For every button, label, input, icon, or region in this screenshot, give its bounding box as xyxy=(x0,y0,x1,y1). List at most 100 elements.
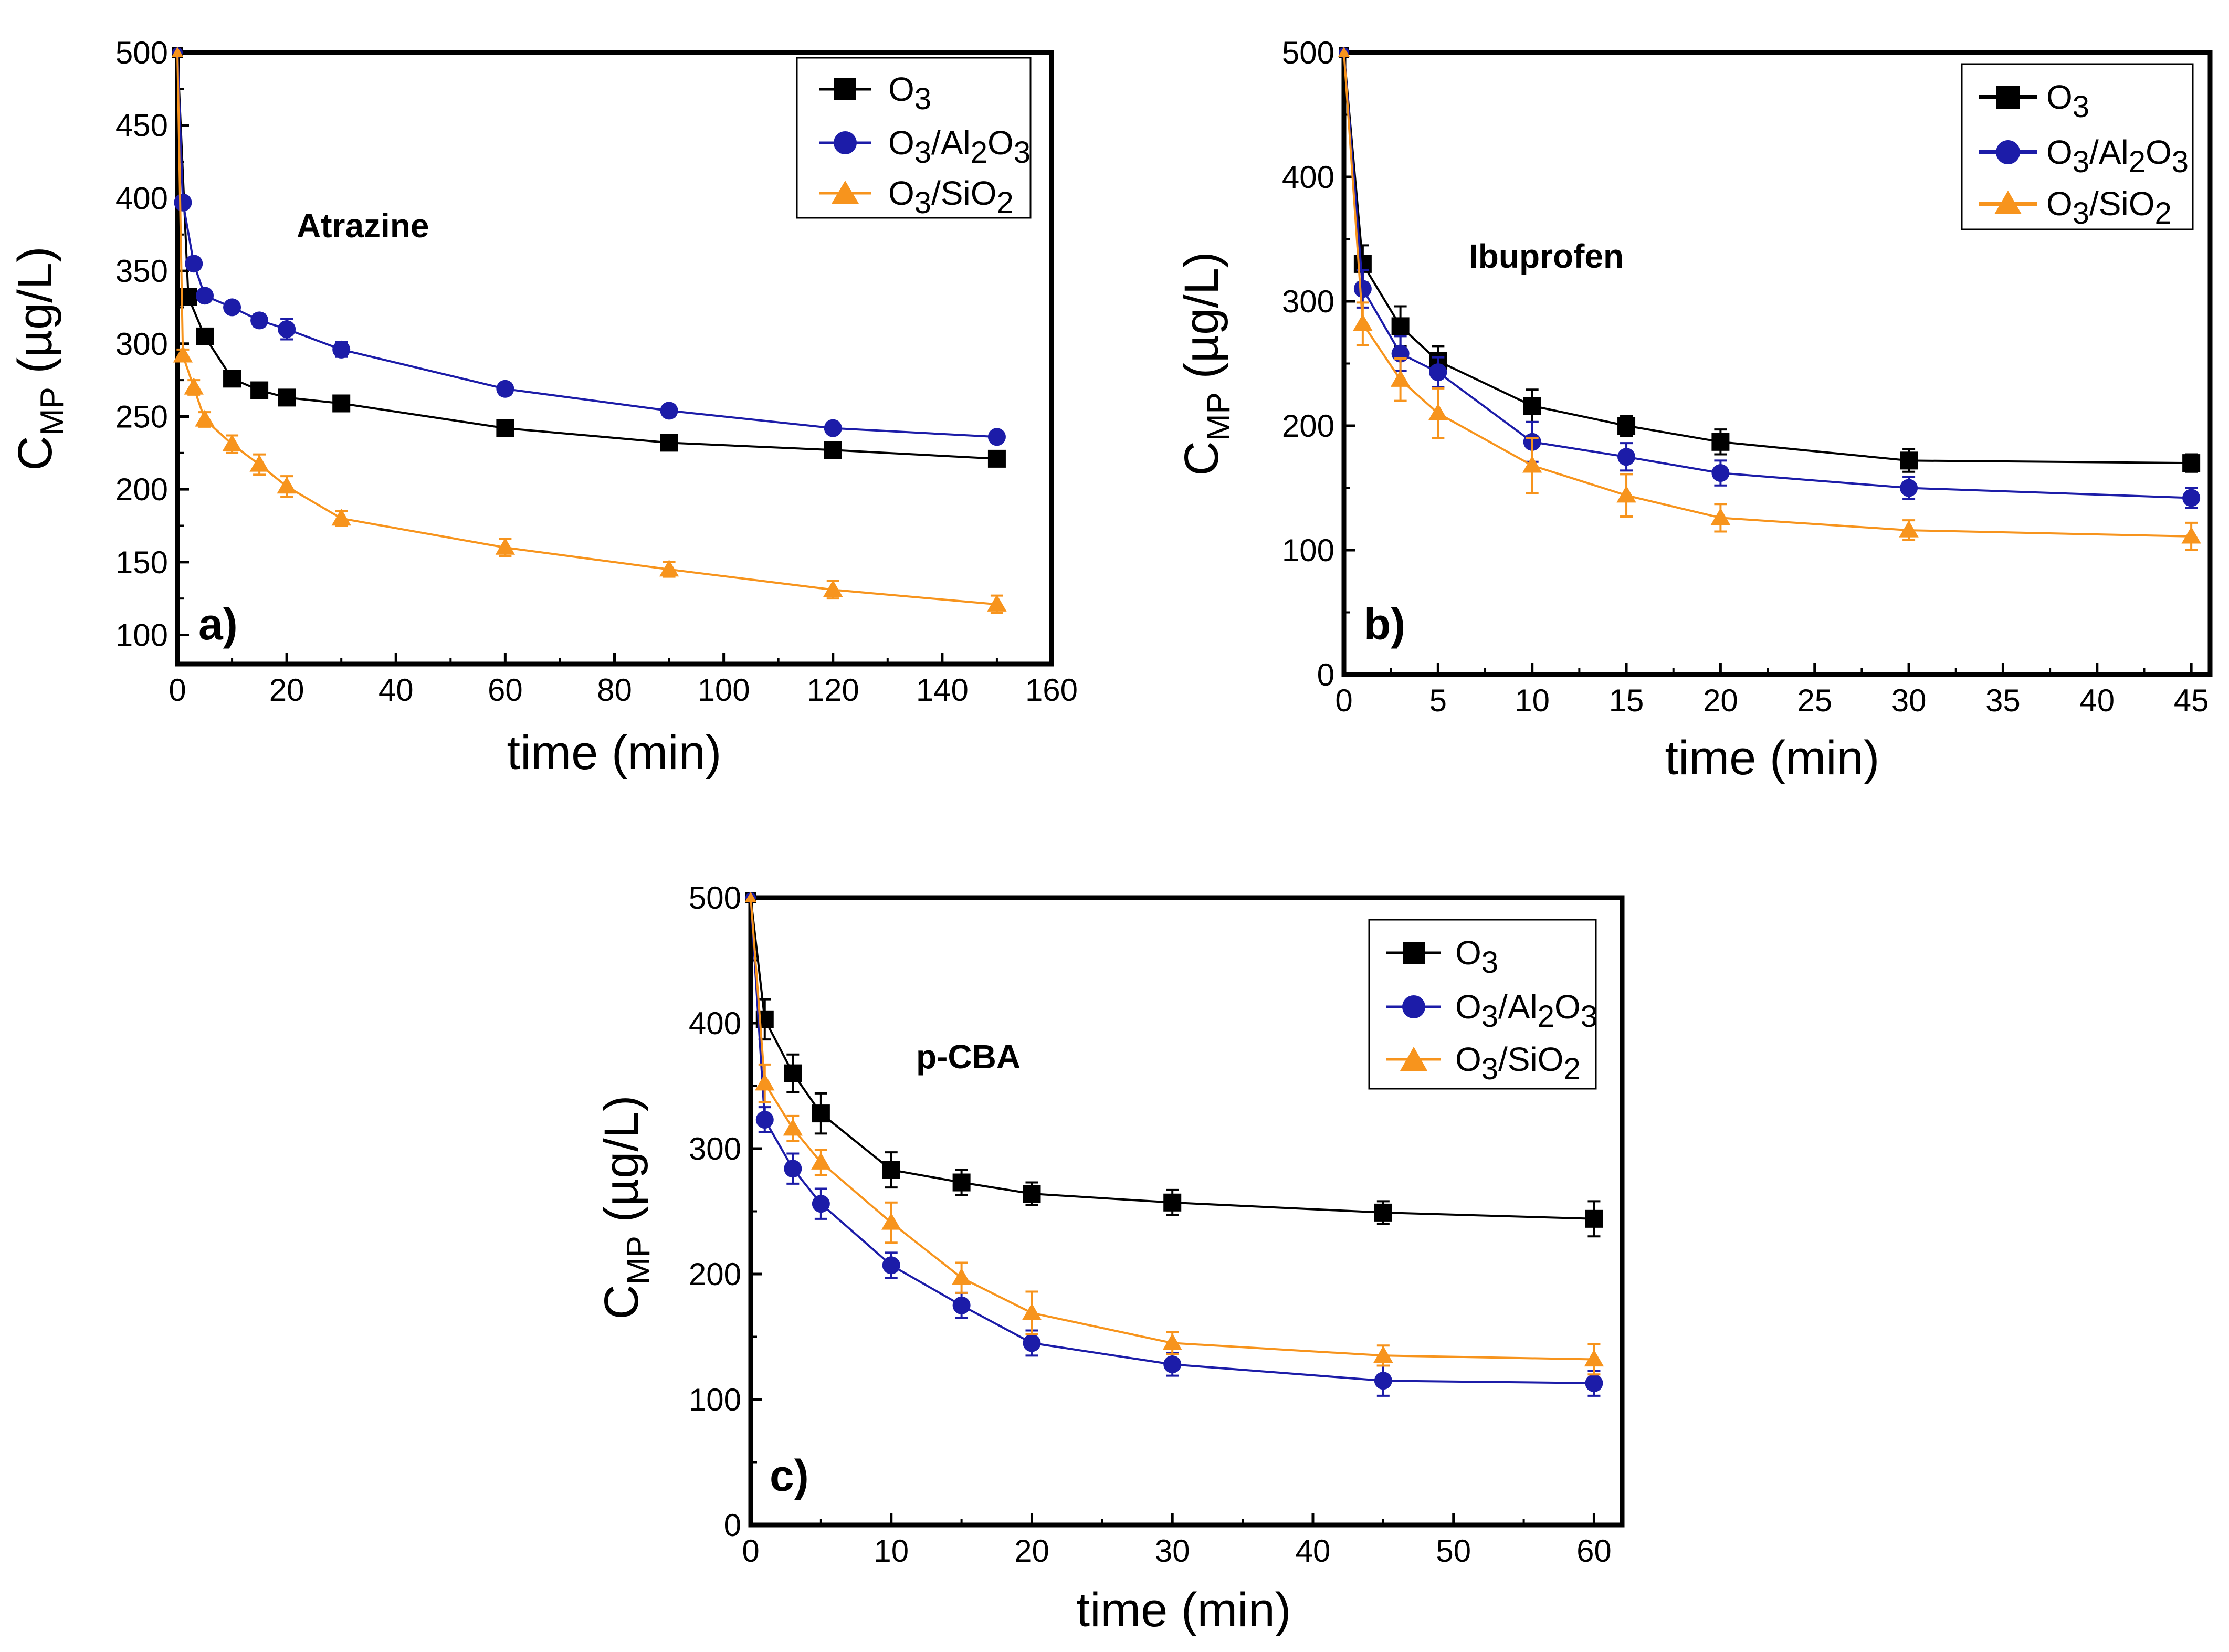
x-tick-label: 45 xyxy=(2174,683,2209,718)
leg-3: 3 xyxy=(914,186,931,220)
point-o3-al2o3 xyxy=(1023,1334,1041,1352)
point-o3-sio2 xyxy=(1710,508,1731,525)
point-o3-sio2 xyxy=(1616,486,1636,503)
legend-marker-al2o3 xyxy=(1996,140,2020,164)
x-tick-label: 10 xyxy=(874,1533,909,1569)
x-tick-label: 80 xyxy=(597,672,632,708)
point-o3-sio2 xyxy=(1373,1345,1393,1363)
point-o3-sio2 xyxy=(277,476,297,494)
leg-3: 3 xyxy=(2073,90,2089,124)
x-tick-label: 20 xyxy=(1014,1533,1049,1569)
point-o3-sio2 xyxy=(823,580,843,597)
point-o3-al2o3 xyxy=(1900,479,1918,497)
point-o3-al2o3 xyxy=(812,1195,830,1213)
point-o3-al2o3 xyxy=(250,311,269,330)
y-label-unit: (µg/L) xyxy=(8,246,62,387)
x-tick-label: 0 xyxy=(169,672,186,708)
point-o3-sio2 xyxy=(755,1074,775,1091)
y-tick-label: 200 xyxy=(1282,408,1334,444)
point-o3 xyxy=(2182,454,2201,472)
leg-o: O xyxy=(1455,934,1481,972)
legend-label-sio2: O3/SiO2 xyxy=(2046,185,2172,230)
leg-o: O xyxy=(888,124,914,162)
x-tick-label: 0 xyxy=(1335,683,1352,718)
leg-2: 2 xyxy=(997,186,1014,220)
y-tick-label: 250 xyxy=(115,399,168,434)
point-o3-sio2 xyxy=(1353,313,1373,331)
point-o3-al2o3 xyxy=(1163,1355,1182,1374)
leg-2: 2 xyxy=(2155,196,2172,230)
point-o3 xyxy=(1391,317,1410,335)
point-o3-al2o3 xyxy=(185,255,203,273)
series-line-o3-al2o3 xyxy=(176,52,997,438)
point-o3 xyxy=(223,370,241,388)
series-line-o3-al2o3 xyxy=(750,897,1594,1384)
y-tick-label: 0 xyxy=(724,1508,741,1543)
legend-marker-o3 xyxy=(834,78,856,100)
point-o3-sio2 xyxy=(1162,1333,1182,1351)
panel-label: c) xyxy=(770,1451,809,1500)
y-tick-label: 450 xyxy=(115,108,168,143)
legend-marker-al2o3 xyxy=(834,131,857,154)
point-o3 xyxy=(496,419,514,437)
y-tick-label: 100 xyxy=(1282,533,1334,568)
x-tick-label: 0 xyxy=(742,1533,759,1569)
y-tick-label: 500 xyxy=(1282,35,1334,70)
point-o3-al2o3 xyxy=(952,1296,971,1314)
point-o3-sio2 xyxy=(1390,370,1411,387)
legend: O3 O3/Al2O3 O3/SiO2 xyxy=(796,57,1032,220)
point-o3-sio2 xyxy=(173,345,193,363)
x-tick-label: 40 xyxy=(2079,683,2115,718)
point-o3 xyxy=(1900,451,1918,470)
point-o3-sio2 xyxy=(951,1268,972,1285)
leg-o2: O xyxy=(2146,133,2172,171)
y-tick-label: 400 xyxy=(115,181,168,216)
point-o3 xyxy=(196,327,214,345)
point-o3-al2o3 xyxy=(1617,448,1636,466)
y-label-main: C xyxy=(1175,441,1228,476)
y-label-sub: MP xyxy=(621,1236,657,1285)
x-tick-label: 35 xyxy=(1985,683,2021,718)
x-axis-label: time (min) xyxy=(1665,731,1880,785)
legend-marker-o3 xyxy=(1996,86,2020,109)
point-o3 xyxy=(784,1064,802,1082)
point-o3-al2o3 xyxy=(223,298,241,317)
chart-title: p-CBA xyxy=(916,1038,1021,1076)
leg-2: 2 xyxy=(1538,999,1554,1034)
leg-3: 3 xyxy=(914,135,931,170)
x-tick-label: 20 xyxy=(1703,683,1738,718)
y-tick-label: 500 xyxy=(689,880,741,916)
leg-o2: O xyxy=(1554,988,1581,1026)
panel-atrazine: 0 20 40 60 80 100 120 140 160 100 150 200 250 300 350 4… xyxy=(8,35,1078,780)
point-o3-al2o3 xyxy=(755,1111,774,1129)
point-o3-sio2 xyxy=(659,560,679,577)
legend-marker-sio2 xyxy=(832,181,859,204)
panel-pcba: 0 10 20 30 40 50 60 0 100 200 300 400 500 p-CBA c) t… xyxy=(595,880,1625,1637)
point-o3-al2o3 xyxy=(882,1256,900,1275)
point-o3-sio2 xyxy=(1338,47,1350,57)
point-o3-sio2 xyxy=(172,47,183,57)
legend-label-al2o3: O3/Al2O3 xyxy=(2046,133,2189,179)
legend-label-sio2: O3/SiO2 xyxy=(1455,1040,1581,1086)
axis-ticks: 0 5 10 15 20 25 30 35 40 45 0 100 200 300 400 500 xyxy=(1282,35,2209,718)
legend: O3 O3/Al2O3 O3/SiO2 xyxy=(1368,919,1597,1090)
y-tick-label: 300 xyxy=(1282,284,1334,319)
y-tick-label: 400 xyxy=(1282,160,1334,195)
point-o3-sio2 xyxy=(222,434,242,451)
x-tick-label: 50 xyxy=(1436,1533,1471,1569)
y-tick-label: 500 xyxy=(115,35,168,70)
y-label-sub: MP xyxy=(34,387,70,436)
point-o3-al2o3 xyxy=(196,287,214,305)
point-o3-sio2 xyxy=(1022,1303,1042,1320)
axis-ticks: 0 10 20 30 40 50 60 0 100 200 300 400 500 xyxy=(689,880,1612,1569)
point-o3 xyxy=(250,381,269,399)
point-o3-al2o3 xyxy=(1585,1374,1603,1392)
point-o3 xyxy=(332,394,351,413)
leg-sio: /SiO xyxy=(2089,185,2154,223)
point-o3 xyxy=(1023,1185,1041,1203)
leg-o: O xyxy=(1455,988,1481,1026)
point-o3 xyxy=(952,1173,971,1192)
point-o3-sio2 xyxy=(249,455,269,472)
legend-label-o3: O3 xyxy=(888,70,931,116)
